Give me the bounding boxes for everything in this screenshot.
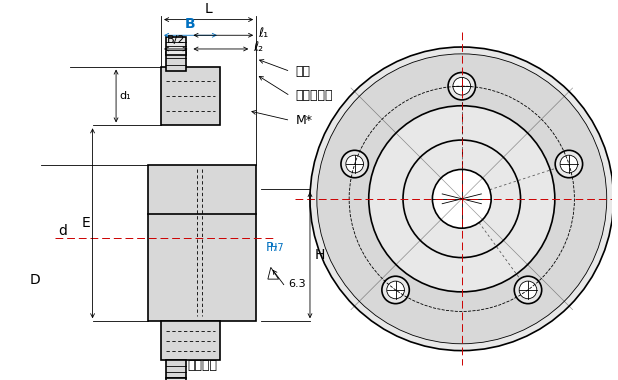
- Text: H7: H7: [270, 243, 284, 253]
- Text: ℓ₂: ℓ₂: [253, 41, 263, 54]
- Circle shape: [514, 276, 542, 304]
- Circle shape: [448, 73, 475, 100]
- Text: B/2: B/2: [167, 35, 185, 45]
- Circle shape: [433, 169, 491, 228]
- Bar: [148, 165, 256, 321]
- Bar: [166, 378, 185, 380]
- Text: ℓ₁: ℓ₁: [258, 27, 268, 40]
- Text: 座金: 座金: [295, 65, 310, 78]
- Circle shape: [341, 150, 368, 178]
- Text: B: B: [185, 17, 196, 31]
- Circle shape: [387, 281, 404, 299]
- Circle shape: [519, 281, 537, 299]
- Bar: [166, 52, 185, 71]
- Text: 固定ボルト: 固定ボルト: [295, 89, 332, 103]
- Circle shape: [317, 54, 607, 344]
- Circle shape: [369, 106, 555, 292]
- Text: P₇: P₇: [266, 241, 278, 254]
- Text: M*: M*: [295, 114, 312, 127]
- Circle shape: [403, 140, 520, 258]
- Bar: [161, 66, 220, 125]
- Bar: [166, 37, 185, 55]
- Circle shape: [382, 276, 409, 304]
- Text: E: E: [82, 216, 90, 230]
- Circle shape: [560, 155, 578, 173]
- Circle shape: [453, 78, 470, 95]
- Bar: [161, 321, 220, 360]
- Text: ばね座金: ばね座金: [187, 359, 218, 372]
- Text: d: d: [59, 224, 67, 238]
- Text: H: H: [315, 248, 325, 262]
- Circle shape: [346, 155, 363, 173]
- Text: d₁: d₁: [119, 91, 130, 101]
- Text: 6.3: 6.3: [289, 279, 306, 289]
- Text: L: L: [205, 2, 213, 16]
- Text: D: D: [30, 273, 40, 287]
- Circle shape: [310, 47, 614, 351]
- Bar: [166, 360, 185, 378]
- Circle shape: [555, 150, 583, 178]
